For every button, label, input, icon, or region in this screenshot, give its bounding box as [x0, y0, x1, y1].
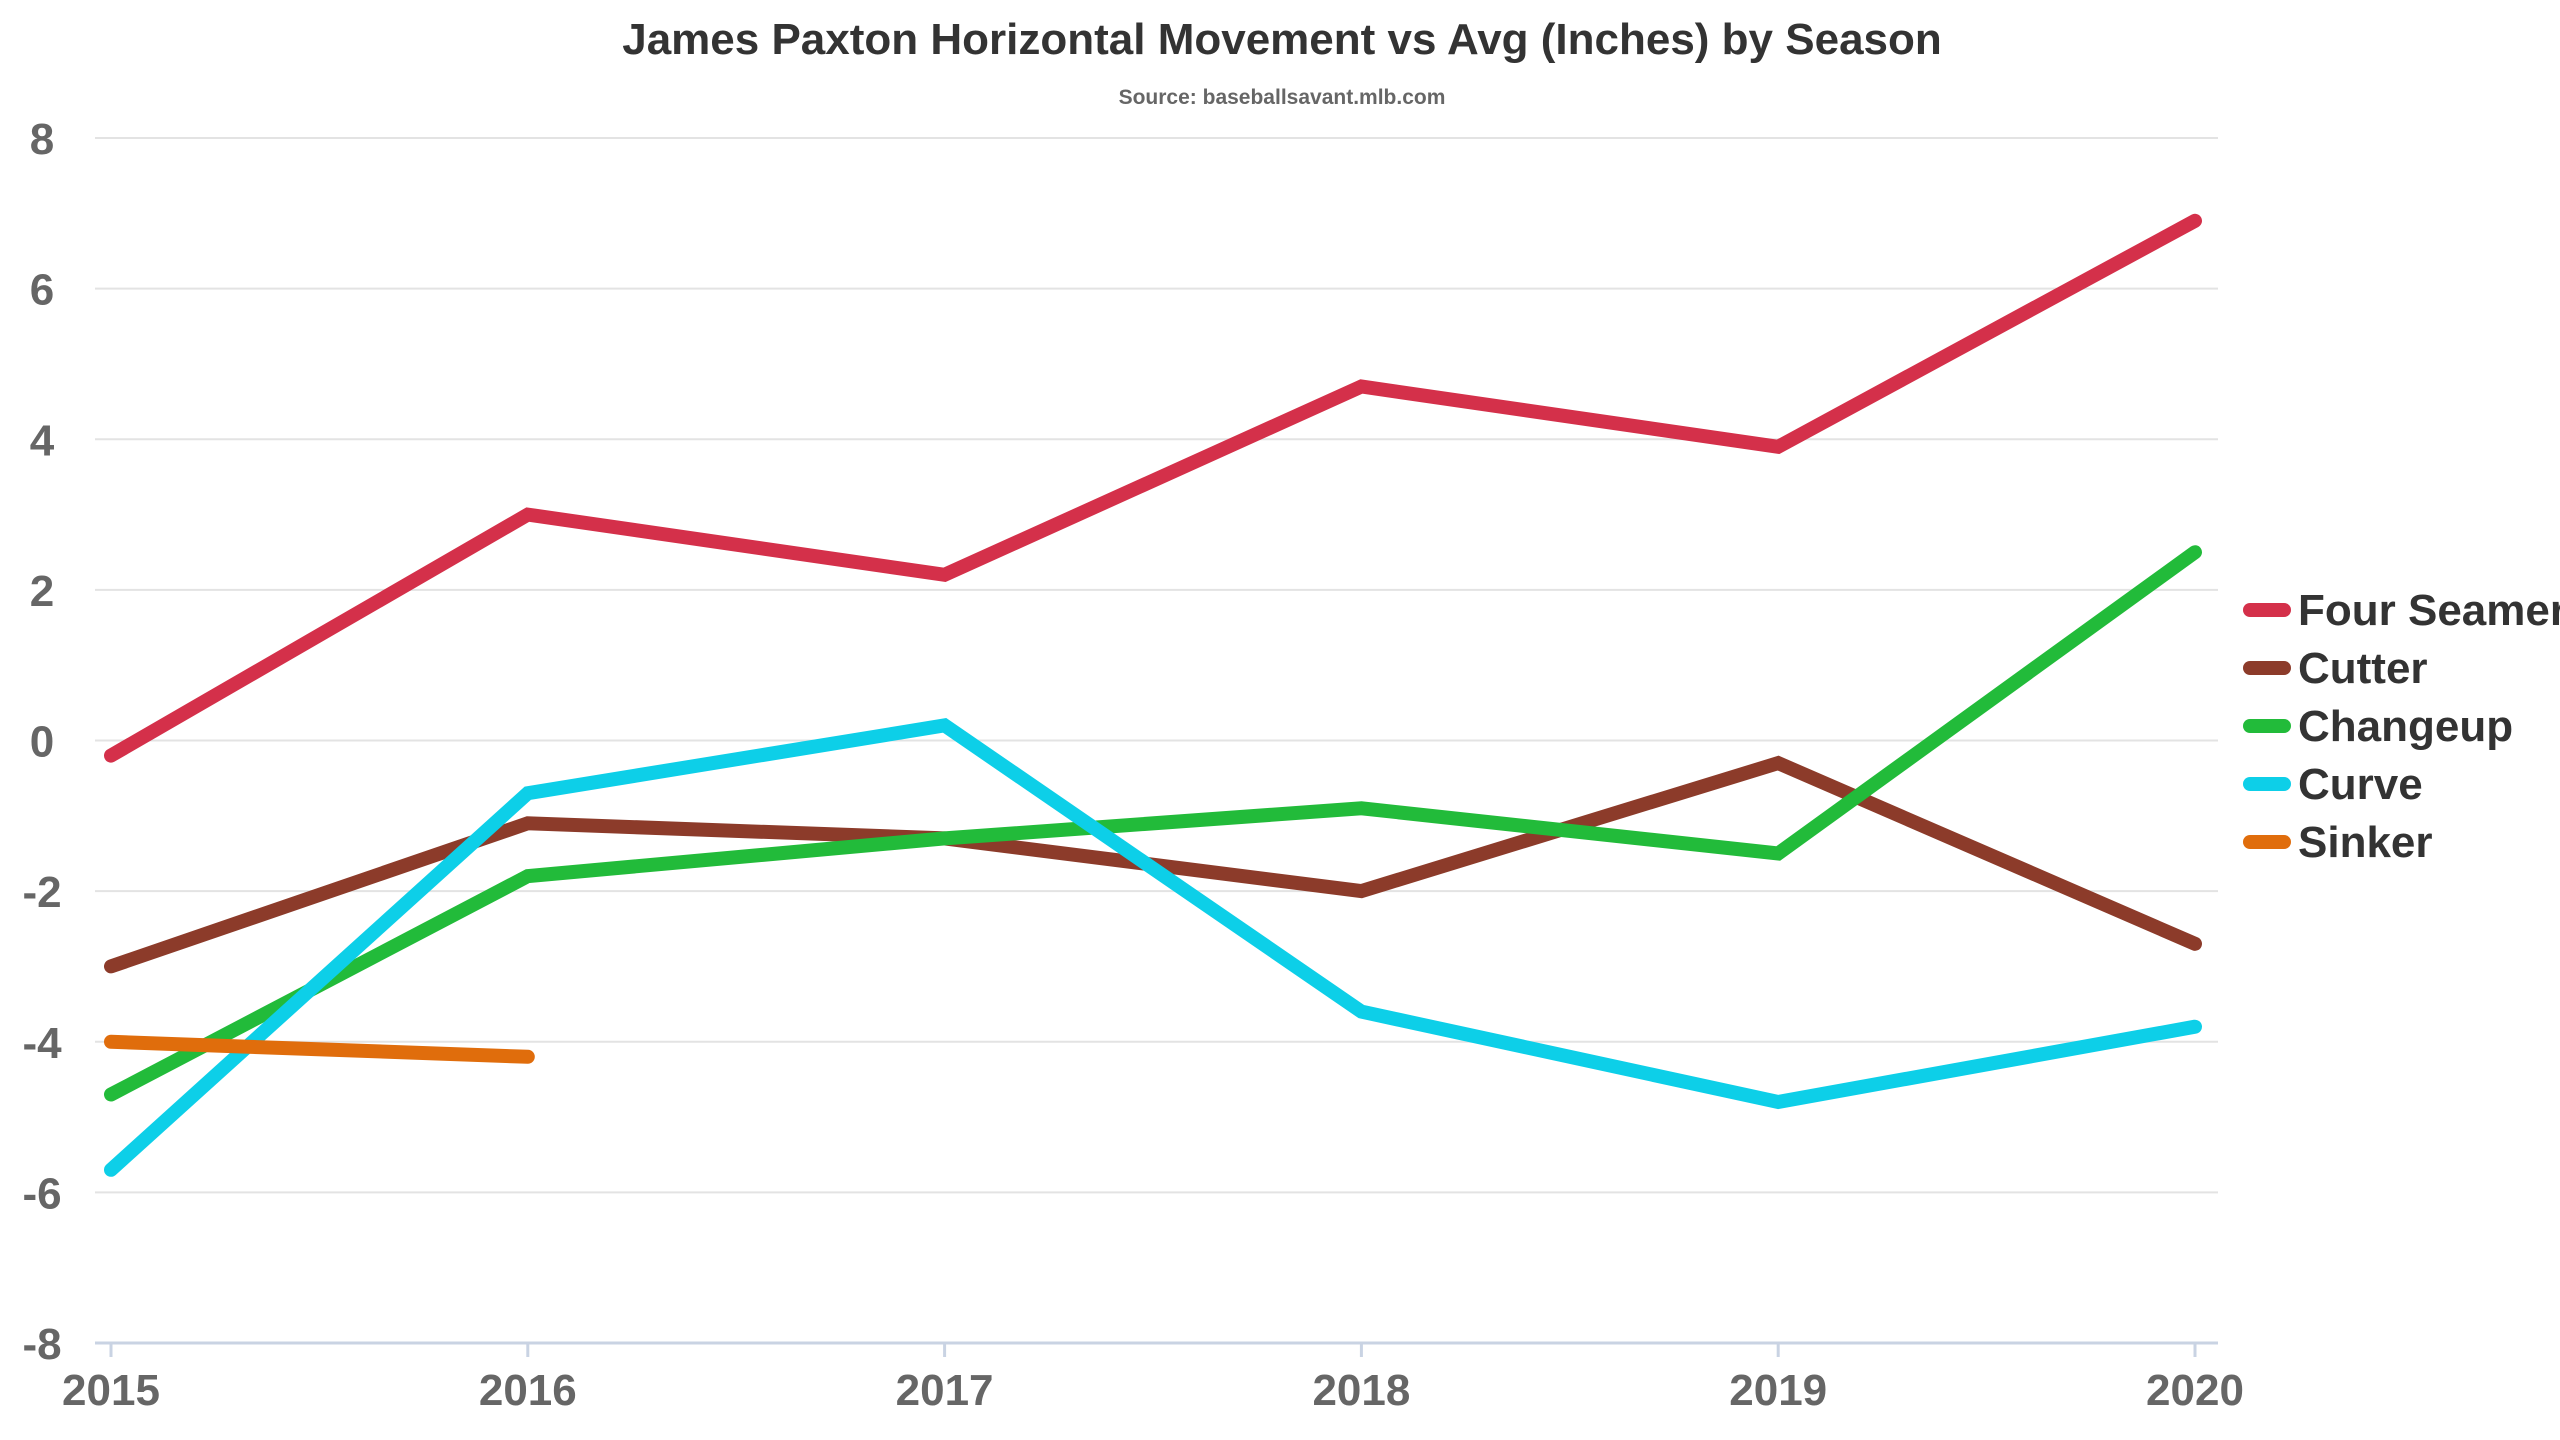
- series-line-four-seamer: [104, 213, 2202, 763]
- y-tick-label: 8: [30, 115, 54, 164]
- x-tick-label: 2019: [1729, 1366, 1827, 1415]
- axes: -8 -6 -4 -2 0 2 4 6 8 2015 2016 2017 2018 2019 2020: [22, 115, 2244, 1415]
- legend: Four Seamer Cutter Changeup Curve Sinker: [2243, 586, 2560, 867]
- x-tick-label: 2020: [2146, 1366, 2244, 1415]
- legend-item-sinker[interactable]: Sinker: [2243, 818, 2433, 867]
- series-line-changeup: [104, 545, 2202, 1102]
- legend-item-four-seamer[interactable]: Four Seamer: [2243, 586, 2560, 635]
- chart-title: James Paxton Horizontal Movement vs Avg …: [622, 15, 1942, 64]
- y-tick-label: 6: [30, 266, 54, 315]
- y-tick-label: -6: [22, 1169, 61, 1218]
- y-tick-label: 4: [30, 416, 55, 465]
- x-tick-label: 2015: [62, 1366, 160, 1415]
- y-tick-label: -4: [22, 1019, 62, 1068]
- y-tick-label: 0: [30, 718, 54, 767]
- series-line-sinker: [104, 1034, 535, 1064]
- gridlines: [95, 137, 2218, 1194]
- y-tick-label: 2: [30, 567, 54, 616]
- legend-label: Cutter: [2298, 644, 2428, 693]
- x-tick-label: 2016: [479, 1366, 577, 1415]
- legend-item-cutter[interactable]: Cutter: [2243, 644, 2428, 693]
- chart-subtitle: Source: baseballsavant.mlb.com: [1119, 86, 1446, 109]
- legend-label: Four Seamer: [2298, 586, 2560, 635]
- legend-label: Sinker: [2298, 818, 2433, 867]
- legend-item-changeup[interactable]: Changeup: [2243, 702, 2513, 751]
- x-tick-label: 2017: [896, 1366, 994, 1415]
- series-line-curve: [104, 718, 2202, 1177]
- legend-item-curve[interactable]: Curve: [2243, 760, 2423, 809]
- legend-label: Changeup: [2298, 702, 2513, 751]
- x-tick-label: 2018: [1312, 1366, 1410, 1415]
- y-tick-label: -2: [22, 868, 61, 917]
- y-tick-label: -8: [22, 1320, 61, 1369]
- series-lines: [104, 213, 2202, 1177]
- legend-label: Curve: [2298, 760, 2423, 809]
